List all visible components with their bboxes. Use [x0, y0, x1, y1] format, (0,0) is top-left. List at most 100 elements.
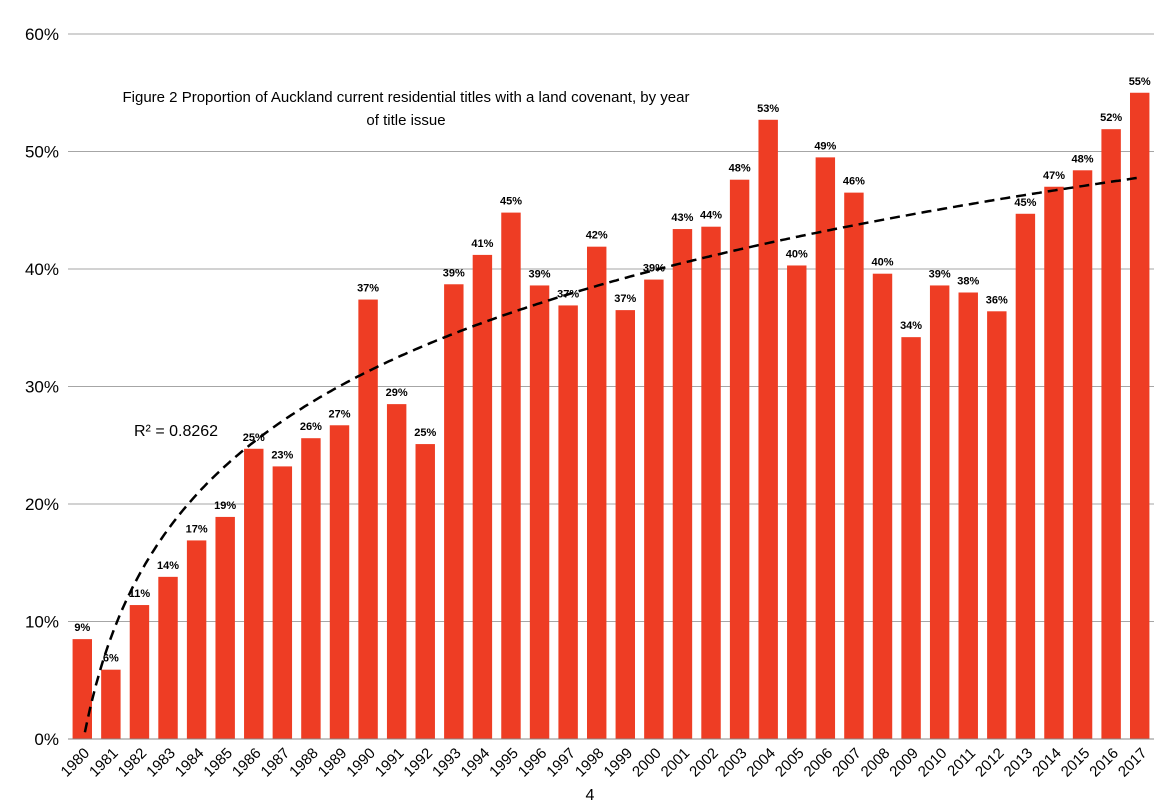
data-label: 25%	[414, 427, 436, 439]
data-label: 19%	[214, 500, 236, 512]
x-tick-label: 1994	[458, 745, 494, 781]
bar	[72, 639, 93, 739]
bar	[529, 285, 550, 739]
data-label: 44%	[700, 210, 722, 222]
x-tick-label: 2002	[686, 745, 722, 781]
x-tick-label: 2010	[915, 745, 951, 781]
x-tick-label: 2009	[886, 745, 922, 781]
bar	[101, 669, 121, 739]
data-label: 6%	[103, 653, 119, 665]
x-tick-label: 2005	[772, 745, 808, 781]
bar	[329, 425, 350, 739]
x-tick-label: 2017	[1115, 745, 1151, 781]
bar	[186, 540, 207, 739]
x-tick-label: 2012	[972, 745, 1008, 781]
bar	[272, 466, 293, 739]
bar	[472, 254, 493, 739]
data-label: 53%	[757, 103, 779, 115]
bar	[644, 279, 664, 739]
bar	[358, 299, 378, 739]
bar	[586, 246, 607, 740]
data-label: 14%	[157, 560, 179, 572]
x-tick-label: 2004	[743, 745, 779, 781]
bar	[615, 310, 636, 739]
data-label: 47%	[1043, 170, 1065, 182]
x-tick-label: 2015	[1058, 745, 1094, 781]
data-label: 39%	[443, 267, 465, 279]
data-label: 37%	[357, 283, 379, 295]
data-label: 39%	[929, 268, 951, 280]
bar	[158, 576, 178, 739]
y-tick-label: 60%	[25, 25, 59, 44]
x-axis-tick-labels: 1980198119821983198419851986198719881989…	[57, 745, 1150, 781]
data-label: 25%	[243, 432, 265, 444]
x-tick-label: 1982	[115, 745, 151, 781]
page-number: 4	[586, 787, 595, 804]
bar	[901, 337, 921, 739]
bar	[301, 438, 321, 739]
data-label: 40%	[786, 248, 808, 260]
x-tick-label: 2001	[658, 745, 694, 781]
y-tick-label: 30%	[25, 378, 59, 397]
data-label: 41%	[471, 238, 493, 250]
x-tick-label: 1985	[200, 745, 236, 781]
data-label: 11%	[129, 588, 151, 600]
y-tick-label: 10%	[25, 613, 59, 632]
x-tick-label: 1980	[57, 745, 93, 781]
x-tick-label: 1988	[286, 745, 322, 781]
x-tick-label: 1992	[400, 745, 436, 781]
data-label: 52%	[1100, 112, 1122, 124]
bar	[558, 305, 578, 739]
bar	[672, 229, 693, 740]
y-tick-label: 50%	[25, 143, 59, 162]
x-tick-label: 1987	[258, 745, 294, 781]
x-tick-label: 1997	[543, 745, 579, 781]
data-label: 34%	[900, 320, 922, 332]
x-tick-label: 2013	[1001, 745, 1037, 781]
data-label: 45%	[1014, 197, 1036, 209]
y-tick-label: 40%	[25, 260, 59, 279]
bar	[244, 448, 264, 739]
y-axis-tick-labels: 0% 10% 20% 30% 40% 50% 60%	[25, 25, 59, 749]
x-tick-label: 1993	[429, 745, 465, 781]
x-tick-label: 1989	[315, 745, 351, 781]
bar	[215, 516, 235, 739]
chart-title-line-1: Figure 2 Proportion of Auckland current …	[123, 89, 690, 106]
trendline	[83, 176, 1140, 733]
x-tick-label: 1981	[86, 745, 122, 781]
x-tick-label: 2016	[1086, 745, 1122, 781]
data-label: 45%	[500, 196, 522, 208]
bar	[129, 605, 150, 739]
bar	[758, 119, 778, 739]
bar	[729, 179, 750, 739]
data-label: 29%	[386, 387, 408, 399]
data-label: 55%	[1129, 76, 1151, 88]
data-label: 48%	[729, 163, 751, 175]
x-tick-label: 1984	[172, 745, 208, 781]
bar	[444, 284, 464, 739]
bar	[1101, 129, 1121, 740]
data-label: 48%	[1072, 153, 1094, 165]
y-tick-label: 20%	[25, 495, 59, 514]
y-tick-label: 0%	[34, 730, 59, 749]
bar	[958, 292, 978, 739]
chart-title-line-2: of title issue	[366, 112, 445, 129]
x-tick-label: 2008	[858, 745, 894, 781]
data-label: 46%	[843, 176, 865, 188]
bar	[701, 226, 721, 739]
bar	[386, 404, 407, 739]
bar	[787, 265, 807, 739]
x-tick-label: 1998	[572, 745, 608, 781]
bar	[415, 444, 435, 739]
data-label: 23%	[271, 449, 293, 461]
data-label: 40%	[871, 257, 893, 269]
bar	[501, 212, 521, 740]
data-label: 36%	[986, 294, 1008, 306]
bar	[1015, 213, 1036, 739]
x-tick-label: 1990	[343, 745, 379, 781]
x-tick-label: 1999	[600, 745, 636, 781]
x-tick-label: 2006	[801, 745, 837, 781]
x-tick-label: 1996	[515, 745, 551, 781]
bar	[815, 157, 836, 739]
bar	[929, 285, 950, 739]
